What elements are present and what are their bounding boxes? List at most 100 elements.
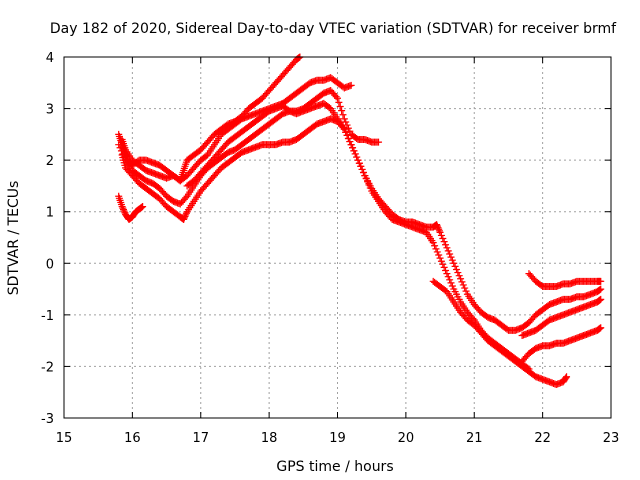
data-point [180,215,188,223]
series-track-2 [118,74,355,185]
data-point [335,98,343,106]
y-tick-label: 1 [46,206,54,221]
series-track-4 [118,115,533,373]
grid-lines [64,57,611,418]
data-point [462,287,470,295]
data-point [597,295,605,303]
data-point [451,262,459,270]
data-point [439,235,447,243]
data-point [459,281,467,289]
data-point [349,144,357,152]
data-point [443,270,451,278]
data-point [597,324,605,332]
data-point [359,169,367,177]
data-point [431,242,439,250]
data-point [435,251,443,259]
data-point [435,227,443,235]
y-tick-label: 3 [46,103,54,118]
data-point [344,134,352,142]
x-tick-label: 15 [56,431,73,446]
data-point [355,159,363,167]
data-point [332,93,340,101]
data-point [436,254,444,262]
data-point [447,253,455,261]
x-tick-label: 22 [534,431,551,446]
data-point [357,162,365,170]
x-tick-label: 20 [398,431,415,446]
data-points [115,53,605,388]
data-point [116,144,124,152]
data-point [115,141,123,149]
data-point [182,209,190,217]
series-track-5 [115,192,147,223]
x-tick-label: 18 [261,431,278,446]
x-axis-label: GPS time / hours [276,459,393,475]
series-track-10 [518,295,605,339]
data-point [334,94,341,102]
data-point [375,138,383,146]
y-tick-label: -2 [41,360,54,375]
data-point [350,147,358,155]
data-point [446,250,454,258]
data-point [442,267,450,275]
data-point [342,118,350,126]
data-point [448,256,456,264]
data-point [563,373,571,381]
series-track-7 [429,277,571,388]
data-point [597,277,605,285]
y-axis-ticks: -3 -2 -1 0 1 2 3 4 [41,51,611,427]
data-point [433,248,441,256]
data-point [447,279,455,287]
data-point [338,107,346,115]
data-point [435,225,443,233]
data-point [433,221,441,229]
data-point [455,272,463,280]
data-point [432,245,440,253]
plot-frame [63,56,612,419]
data-point [340,115,348,123]
series-track-8 [518,324,605,365]
y-tick-label: -1 [41,309,54,324]
data-point [436,228,444,236]
y-tick-label: 2 [46,154,54,169]
x-tick-label: 23 [603,431,620,446]
series-track-9 [525,270,605,290]
data-point [181,212,189,220]
data-point [437,231,445,239]
data-point [358,165,366,173]
data-point [346,127,354,135]
data-point [448,282,456,290]
y-tick-label: 0 [46,257,54,272]
data-point [562,374,570,382]
data-point [437,257,445,265]
data-point [343,131,351,139]
data-point [597,285,605,293]
data-point [429,239,437,247]
data-point [339,111,347,119]
data-point [450,259,458,267]
x-tick-label: 19 [329,431,346,446]
data-point [117,147,125,155]
data-point [434,224,442,232]
data-point [340,125,348,133]
data-point [336,103,344,111]
data-point [442,241,450,249]
data-point [444,273,452,281]
x-tick-label: 17 [192,431,209,446]
data-point [180,214,188,222]
data-point [458,278,466,286]
x-tick-label: 16 [124,431,141,446]
data-point [446,276,454,284]
series-track-6 [183,99,605,334]
data-point [346,138,354,146]
y-tick-label: -3 [41,412,54,427]
data-point [182,194,190,202]
data-point [440,238,448,246]
y-axis-label: SDTVAR / TECUs [6,181,22,296]
data-point [354,156,362,164]
data-point [139,203,147,211]
data-point [119,204,127,212]
chart-title: Day 182 of 2020, Sidereal Day-to-day VTE… [50,21,617,37]
data-point [120,207,128,215]
